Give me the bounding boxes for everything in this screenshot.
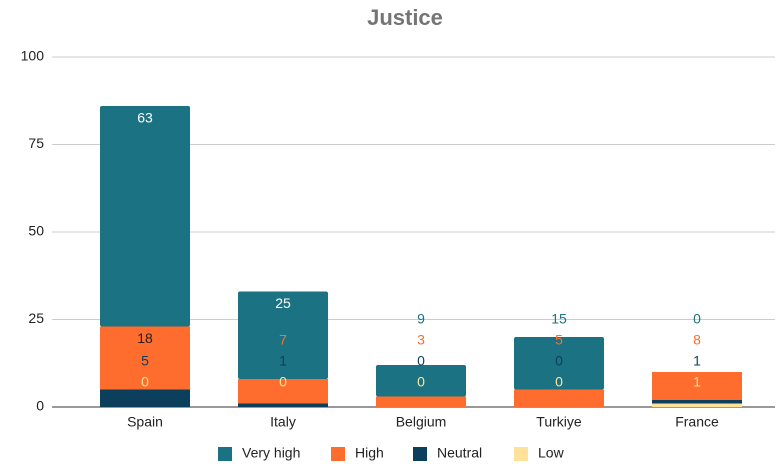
y-tick-label: 25 — [28, 310, 44, 326]
legend-label: Low — [538, 445, 565, 461]
data-label: 0 — [555, 353, 563, 369]
bar-segment — [238, 291, 328, 379]
x-tick-label: France — [675, 414, 719, 430]
bar-segment — [376, 365, 466, 397]
data-label: 7 — [279, 332, 287, 348]
x-tick-label: Belgium — [396, 414, 447, 430]
bar-segment — [652, 403, 742, 407]
bar-segment — [652, 372, 742, 400]
chart-title: Justice — [367, 5, 443, 30]
legend-label: Neutral — [437, 445, 482, 461]
bar-segment — [238, 403, 328, 407]
data-label: 8 — [693, 332, 701, 348]
x-tick-label: Turkiye — [536, 414, 582, 430]
data-label: 5 — [555, 332, 563, 348]
data-label: 0 — [417, 374, 425, 390]
bar-segment — [100, 106, 190, 327]
bar-segment — [238, 379, 328, 404]
legend-swatch — [331, 447, 345, 461]
data-label: 0 — [555, 374, 563, 390]
bar-segment — [376, 396, 466, 407]
data-label: 63 — [137, 110, 153, 126]
y-tick-label: 75 — [28, 135, 44, 151]
bar-segment — [100, 389, 190, 407]
legend-swatch — [514, 447, 528, 461]
legend-label: Very high — [242, 445, 300, 461]
bar-segment — [100, 326, 190, 390]
data-label: 0 — [279, 374, 287, 390]
data-label: 0 — [417, 353, 425, 369]
y-tick-label: 50 — [28, 223, 44, 239]
data-label: 3 — [417, 332, 425, 348]
data-label: 1 — [279, 353, 287, 369]
data-label: 9 — [417, 311, 425, 327]
legend-label: High — [355, 445, 384, 461]
data-label: 15 — [551, 311, 567, 327]
y-tick-label: 0 — [36, 398, 44, 414]
data-label: 1 — [693, 353, 701, 369]
x-tick-label: Spain — [127, 414, 163, 430]
y-tick-label: 100 — [21, 48, 45, 64]
bar-segment — [514, 337, 604, 390]
x-tick-label: Italy — [270, 414, 296, 430]
data-label: 25 — [275, 295, 291, 311]
data-label: 5 — [141, 353, 149, 369]
data-label: 0 — [141, 374, 149, 390]
bar-segment — [652, 400, 742, 404]
legend-swatch — [218, 447, 232, 461]
data-label: 1 — [693, 374, 701, 390]
data-label: 0 — [693, 311, 701, 327]
data-label: 18 — [137, 330, 153, 346]
bar-segment — [514, 389, 604, 407]
legend-swatch — [413, 447, 427, 461]
